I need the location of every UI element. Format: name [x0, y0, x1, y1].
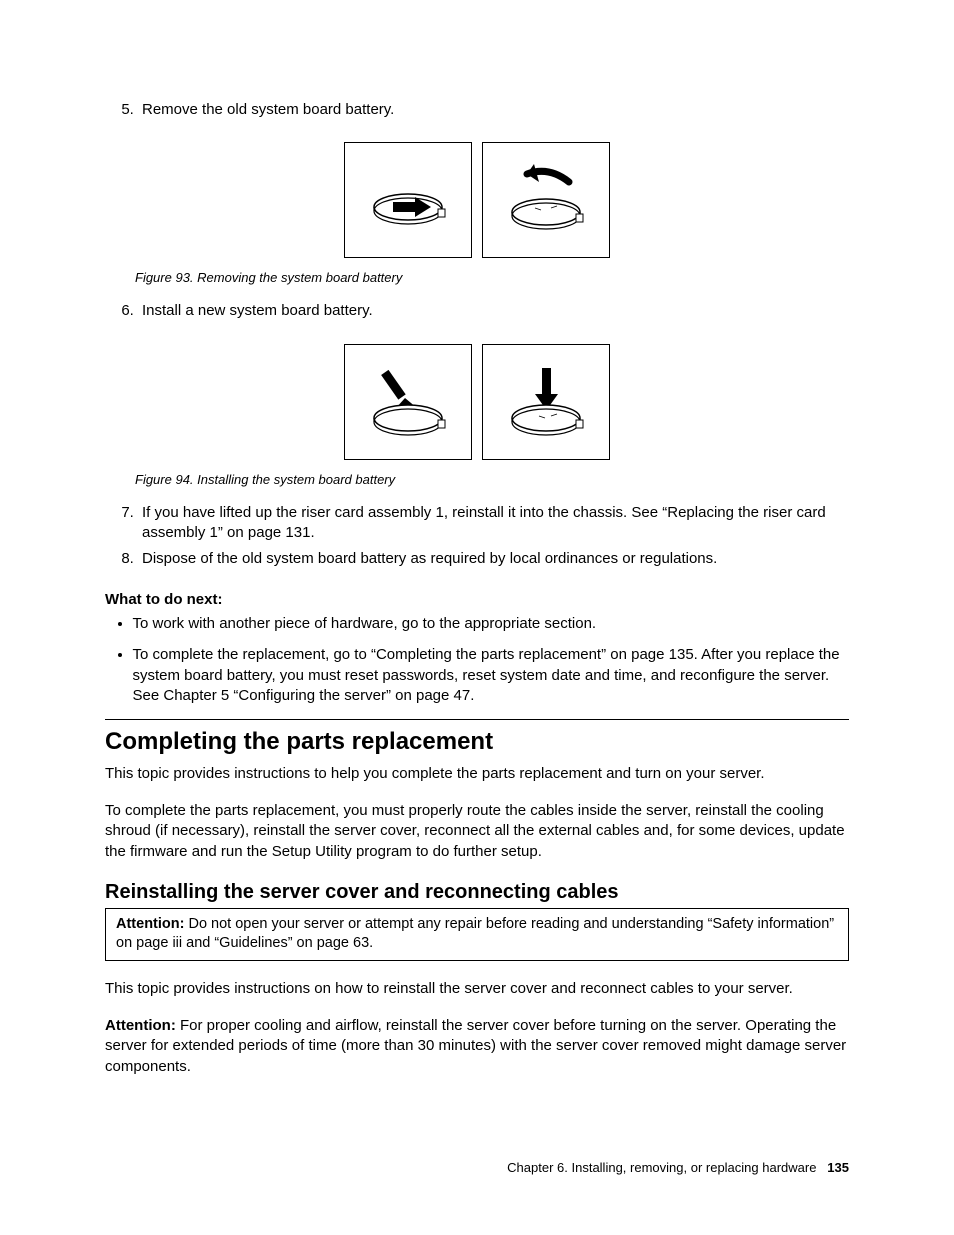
- footer-page-number: 135: [827, 1160, 849, 1175]
- what-next-item-1: To work with another piece of hardware, …: [133, 614, 850, 635]
- attention-box: Attention: Do not open your server or at…: [105, 908, 849, 961]
- battery-remove-step2-icon: [501, 160, 591, 240]
- step-6-text: Install a new system board battery.: [142, 302, 373, 319]
- step-5: Remove the old system board battery.: [138, 100, 849, 120]
- attention-label: Attention:: [116, 916, 184, 932]
- battery-install-step1-icon: [363, 362, 453, 442]
- battery-install-step2-icon: [501, 362, 591, 442]
- subsection-p1: This topic provides instructions on how …: [105, 979, 849, 1000]
- section-p1: This topic provides instructions to help…: [105, 764, 849, 785]
- what-next-heading: What to do next:: [105, 591, 849, 608]
- page-footer: Chapter 6. Installing, removing, or repl…: [507, 1160, 849, 1175]
- figure-93-panel-2: [482, 142, 610, 258]
- subsection-p2: Attention: For proper cooling and airflo…: [105, 1016, 849, 1078]
- document-page: Remove the old system board battery.: [0, 0, 954, 1235]
- attention-box-text: Do not open your server or attempt any r…: [116, 916, 834, 952]
- figure-94-panels: [105, 344, 849, 460]
- figure-93-caption: Figure 93. Removing the system board bat…: [135, 270, 849, 285]
- figure-94-panel-1: [344, 344, 472, 460]
- subsection-heading: Reinstalling the server cover and reconn…: [105, 881, 849, 904]
- what-next-list: To work with another piece of hardware, …: [105, 614, 849, 707]
- step-6: Install a new system board battery.: [138, 301, 849, 321]
- procedure-list-78: If you have lifted up the riser card ass…: [105, 503, 849, 570]
- attention-label-2: Attention:: [105, 1017, 176, 1034]
- procedure-list: Remove the old system board battery.: [105, 100, 849, 120]
- step-7-text: If you have lifted up the riser card ass…: [142, 504, 826, 541]
- figure-94-panel-2: [482, 344, 610, 460]
- step-5-text: Remove the old system board battery.: [142, 101, 394, 118]
- step-7: If you have lifted up the riser card ass…: [138, 503, 849, 544]
- what-next-item-2: To complete the replacement, go to “Comp…: [133, 645, 850, 707]
- battery-remove-step1-icon: [363, 165, 453, 235]
- step-8-text: Dispose of the old system board battery …: [142, 550, 717, 567]
- figure-93-panels: [105, 142, 849, 258]
- procedure-list-6: Install a new system board battery.: [105, 301, 849, 321]
- figure-93-panel-1: [344, 142, 472, 258]
- subsection-p2-text: For proper cooling and airflow, reinstal…: [105, 1017, 846, 1075]
- section-p2: To complete the parts replacement, you m…: [105, 801, 849, 863]
- footer-chapter: Chapter 6. Installing, removing, or repl…: [507, 1160, 816, 1175]
- section-heading: Completing the parts replacement: [105, 728, 849, 756]
- step-8: Dispose of the old system board battery …: [138, 549, 849, 569]
- section-rule: [105, 719, 849, 720]
- figure-94-caption: Figure 94. Installing the system board b…: [135, 472, 849, 487]
